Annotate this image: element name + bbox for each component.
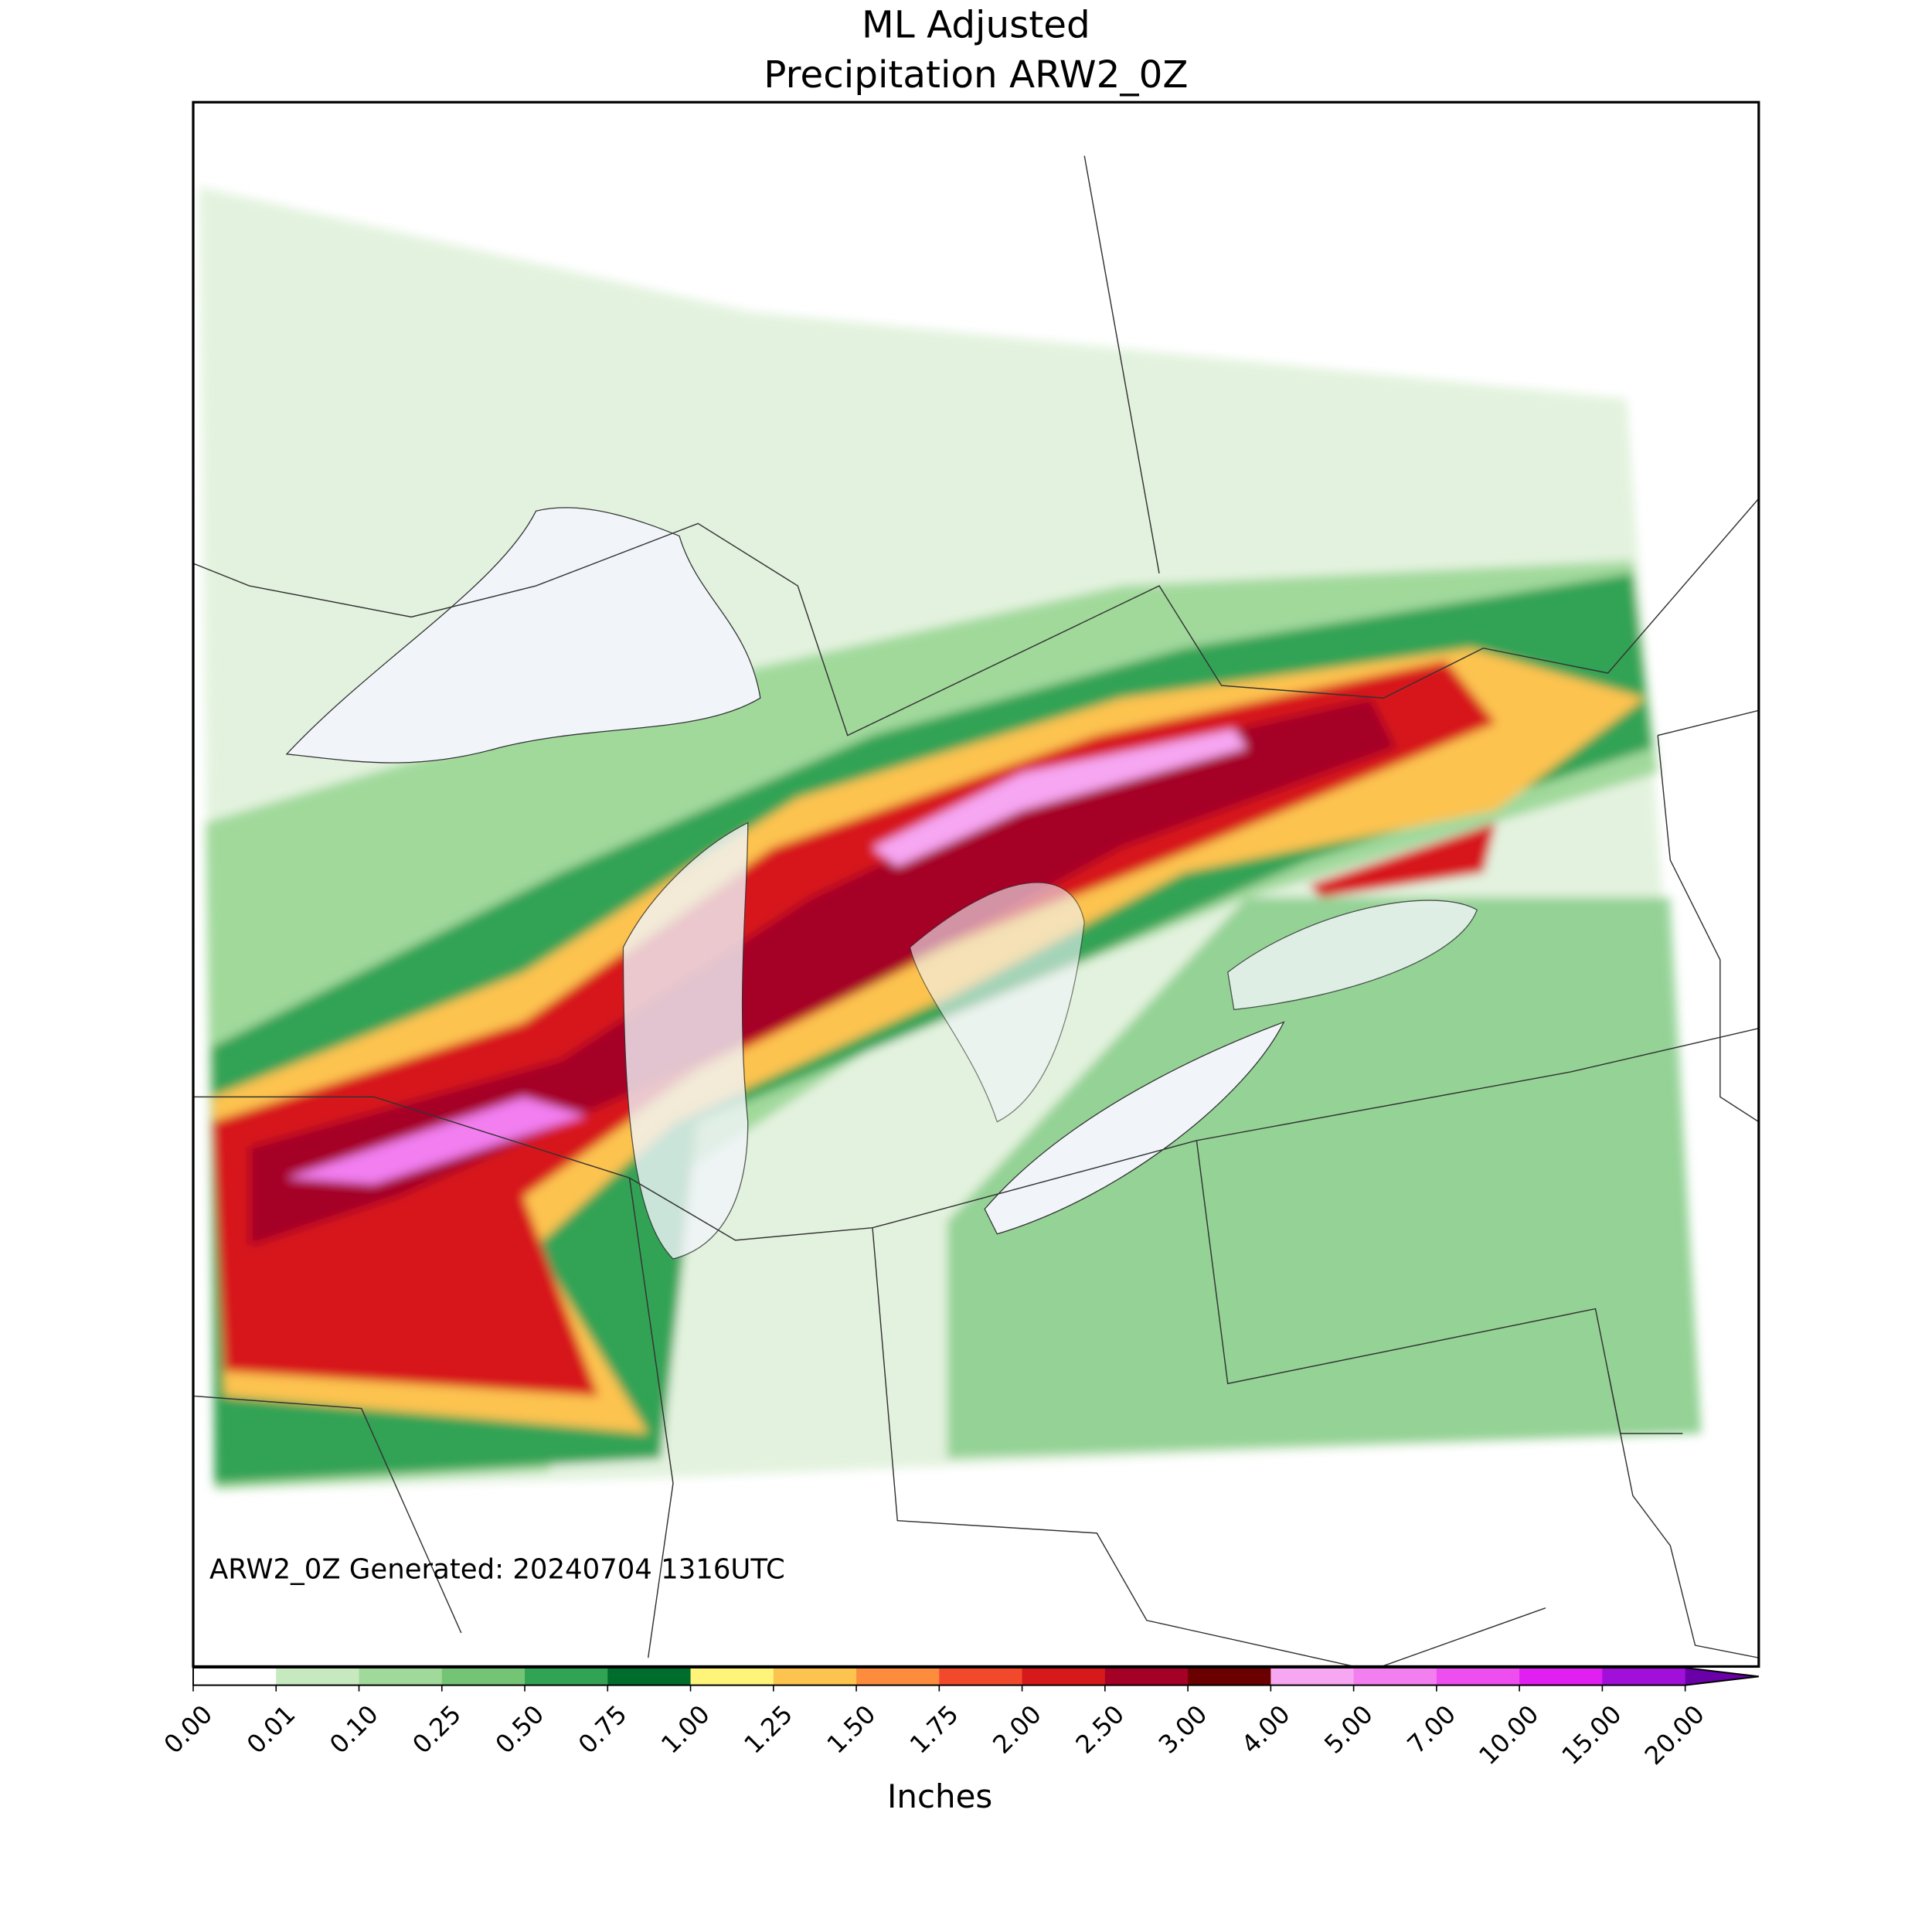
colorbar-segment — [359, 1668, 443, 1685]
colorbar-segment — [1104, 1668, 1189, 1685]
colorbar-segment — [939, 1668, 1023, 1685]
lake-superior — [285, 507, 761, 764]
colorbar-segment — [1022, 1668, 1106, 1685]
colorbar-segment — [1436, 1668, 1520, 1685]
lake-michigan — [622, 821, 749, 1260]
colorbar-segment — [193, 1668, 277, 1685]
annotation: ARW2_0Z Generated: 20240704 1316UTC — [209, 1553, 785, 1585]
colorbar-segment — [525, 1668, 608, 1685]
coast — [1607, 1371, 1759, 1658]
lake-huron — [909, 882, 1085, 1123]
colorbar-tick-label: 2.00 — [987, 1699, 1047, 1760]
colorbar-tick-label: 3.00 — [1153, 1699, 1213, 1760]
colorbar: 0.00 0.01 0.10 0.25 0.50 0.75 1.00 1.25 1.50 1.75… — [158, 1667, 1759, 1770]
colorbar-segment — [1519, 1668, 1603, 1685]
colorbar-tick-label: 7.00 — [1402, 1699, 1462, 1760]
colorbar-tick-label: 0.00 — [158, 1699, 219, 1760]
colorbar-tick-label: 2.50 — [1070, 1699, 1130, 1760]
colorbar-tick-label: 0.75 — [573, 1699, 633, 1760]
colorbar-segment — [690, 1668, 774, 1685]
title-line: ML Adjusted — [862, 3, 1090, 46]
colorbar-tick-label: 0.01 — [241, 1699, 301, 1760]
colorbar-segment — [1353, 1668, 1437, 1685]
colorbar-tick-label: 1.00 — [655, 1699, 716, 1760]
colorbar-segment — [276, 1668, 359, 1685]
lake-erie — [984, 1021, 1285, 1235]
colorbar-outline — [192, 1667, 1759, 1686]
colorbar-segment — [773, 1668, 857, 1685]
colorbar-tick-label: 5.00 — [1318, 1699, 1379, 1760]
border — [192, 498, 1759, 736]
colorbar-tick-label: 0.25 — [406, 1699, 467, 1760]
lake-ontario — [1227, 900, 1478, 1011]
colorbar-segment — [607, 1668, 692, 1685]
border — [192, 155, 1759, 1667]
colorbar-tick-label: 1.25 — [738, 1699, 798, 1760]
colorbar-tick-label: 15.00 — [1556, 1699, 1628, 1770]
map — [192, 155, 1759, 1667]
colorbar-segment — [1602, 1668, 1686, 1685]
colorbar-segment — [1188, 1668, 1271, 1685]
colorbar-tick-label: 4.00 — [1236, 1699, 1296, 1760]
colorbar-tick-label: 1.75 — [904, 1699, 964, 1760]
colorbar-label: Inches — [887, 1777, 992, 1815]
colorbar-extend — [1685, 1668, 1759, 1685]
colorbar-tick-label: 10.00 — [1473, 1699, 1544, 1770]
colorbar-tick-label: 1.50 — [821, 1699, 882, 1760]
map-frame — [192, 100, 1760, 1668]
colorbar-segment — [1270, 1668, 1355, 1685]
colorbar-tick-label: 0.10 — [324, 1699, 384, 1760]
precip-field — [199, 186, 1702, 1490]
colorbar-segment — [856, 1668, 940, 1685]
colorbar-segment — [441, 1668, 526, 1685]
colorbar-tick-label: 0.50 — [490, 1699, 550, 1760]
colorbar-tick-label: 20.00 — [1639, 1699, 1710, 1770]
title-line: Precipitation ARW2_0Z — [764, 53, 1188, 97]
